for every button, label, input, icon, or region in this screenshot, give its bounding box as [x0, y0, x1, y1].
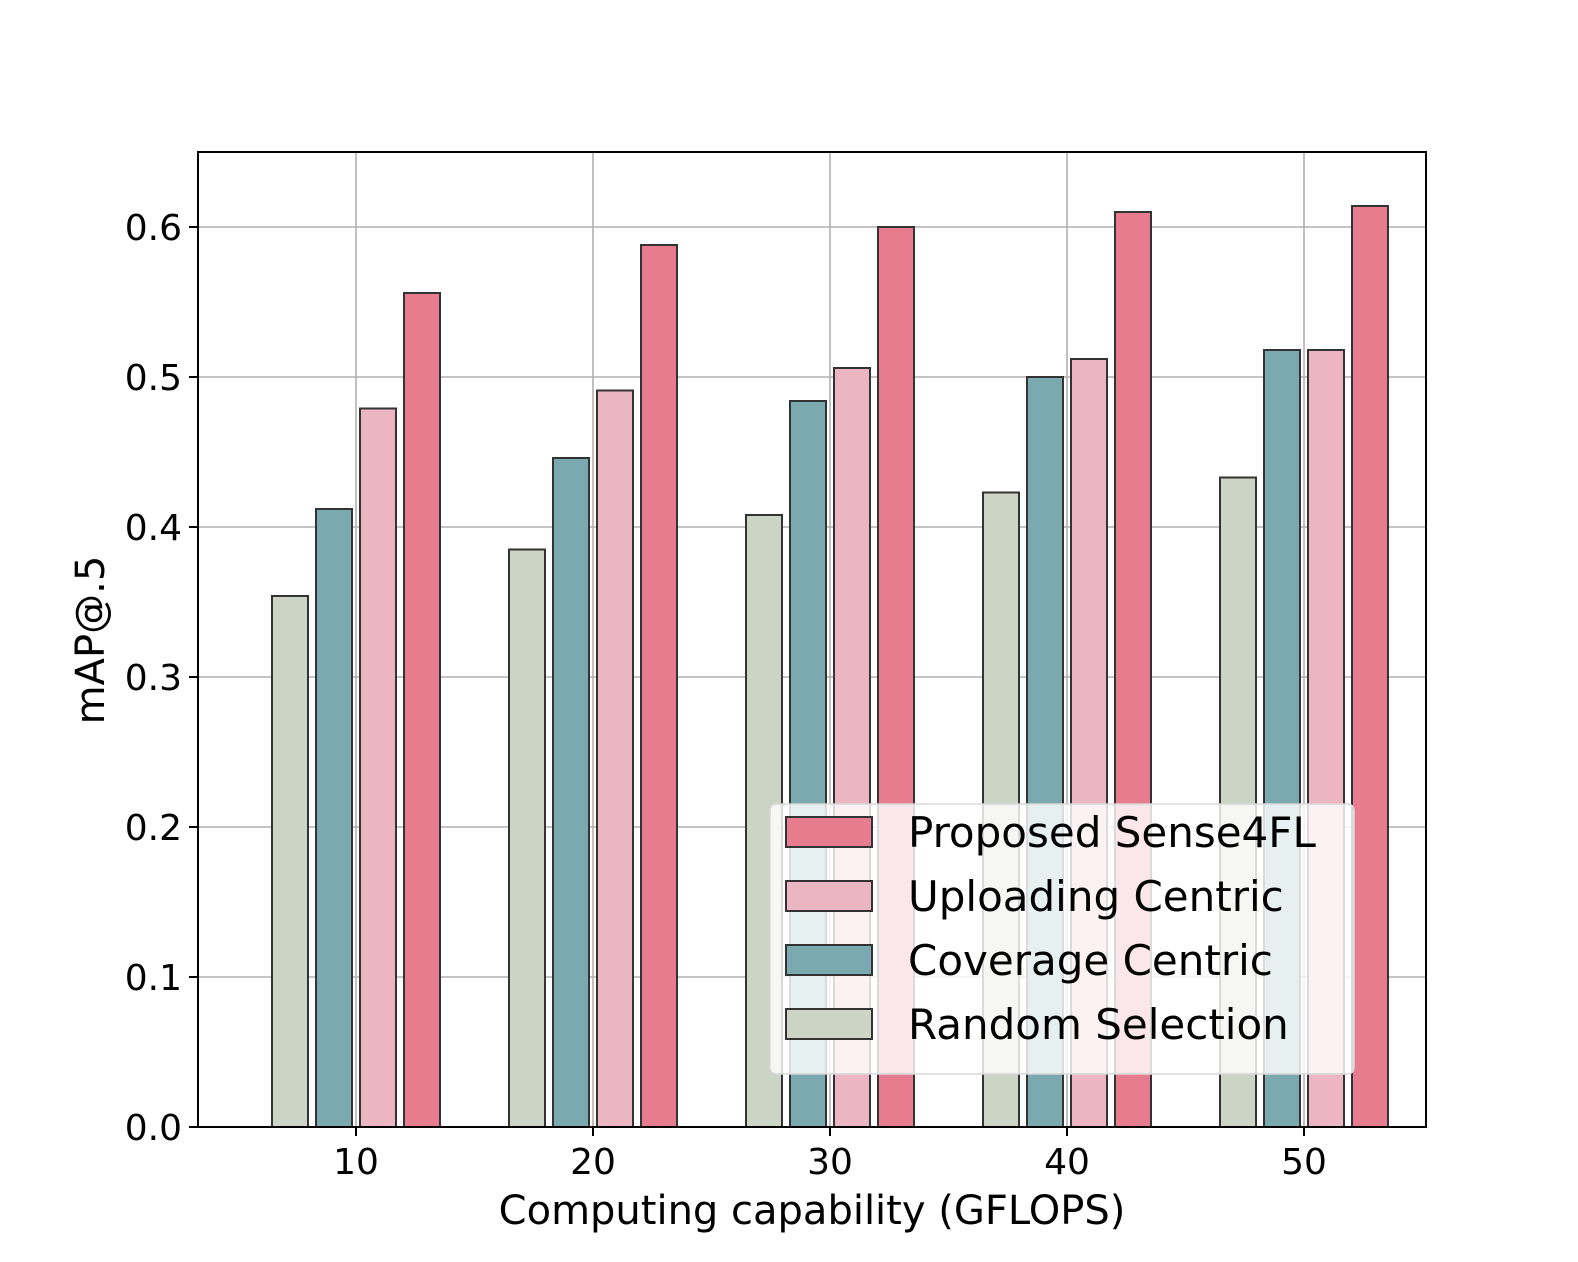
y-tick-label: 0.0	[125, 1108, 182, 1149]
legend-label-proposed-sense4fl: Proposed Sense4FL	[908, 808, 1316, 857]
y-tick-label: 0.1	[125, 958, 182, 999]
bar-uploading-centric-10	[359, 407, 397, 1128]
x-axis-label: Computing capability (GFLOPS)	[499, 1188, 1126, 1234]
x-tick-label: 40	[1044, 1142, 1090, 1183]
legend-box	[769, 803, 1355, 1075]
y-tick-label: 0.5	[125, 358, 182, 399]
legend: Proposed Sense4FL Uploading Centric Covera…	[769, 803, 1355, 1075]
x-tick-label: 20	[570, 1142, 616, 1183]
y-axis-label: mAP@.5	[68, 556, 114, 725]
y-tick-label: 0.3	[125, 658, 182, 699]
legend-swatch-random-selection	[785, 1008, 873, 1040]
bar-proposed-sense4fl-50	[1351, 205, 1389, 1128]
bar-proposed-sense4fl-20	[640, 244, 678, 1128]
x-tick-label: 10	[333, 1142, 379, 1183]
x-tick-label: 30	[807, 1142, 853, 1183]
bar-coverage-centric-20	[552, 457, 590, 1128]
x-tick-label: 50	[1281, 1142, 1327, 1183]
legend-label-coverage-centric: Coverage Centric	[908, 936, 1273, 985]
y-tick-label: 0.2	[125, 808, 182, 849]
legend-swatch-uploading-centric	[785, 880, 873, 912]
bar-random-selection-10	[271, 595, 309, 1128]
plot-frame	[197, 151, 1427, 1128]
y-tick-label: 0.4	[125, 508, 182, 549]
legend-label-random-selection: Random Selection	[908, 1000, 1289, 1049]
bar-coverage-centric-10	[315, 508, 353, 1128]
legend-label-uploading-centric: Uploading Centric	[908, 872, 1284, 921]
bar-proposed-sense4fl-10	[403, 292, 441, 1128]
axis-ticks: 0.0 0.1 0.2 0.3 0.4 0.5 0.6 10 20 30 40 50	[125, 208, 1327, 1183]
legend-swatch-proposed-sense4fl	[785, 816, 873, 848]
bar-random-selection-20	[508, 548, 546, 1128]
bar-uploading-centric-20	[596, 389, 634, 1128]
y-tick-label: 0.6	[125, 208, 182, 249]
legend-swatch-coverage-centric	[785, 944, 873, 976]
